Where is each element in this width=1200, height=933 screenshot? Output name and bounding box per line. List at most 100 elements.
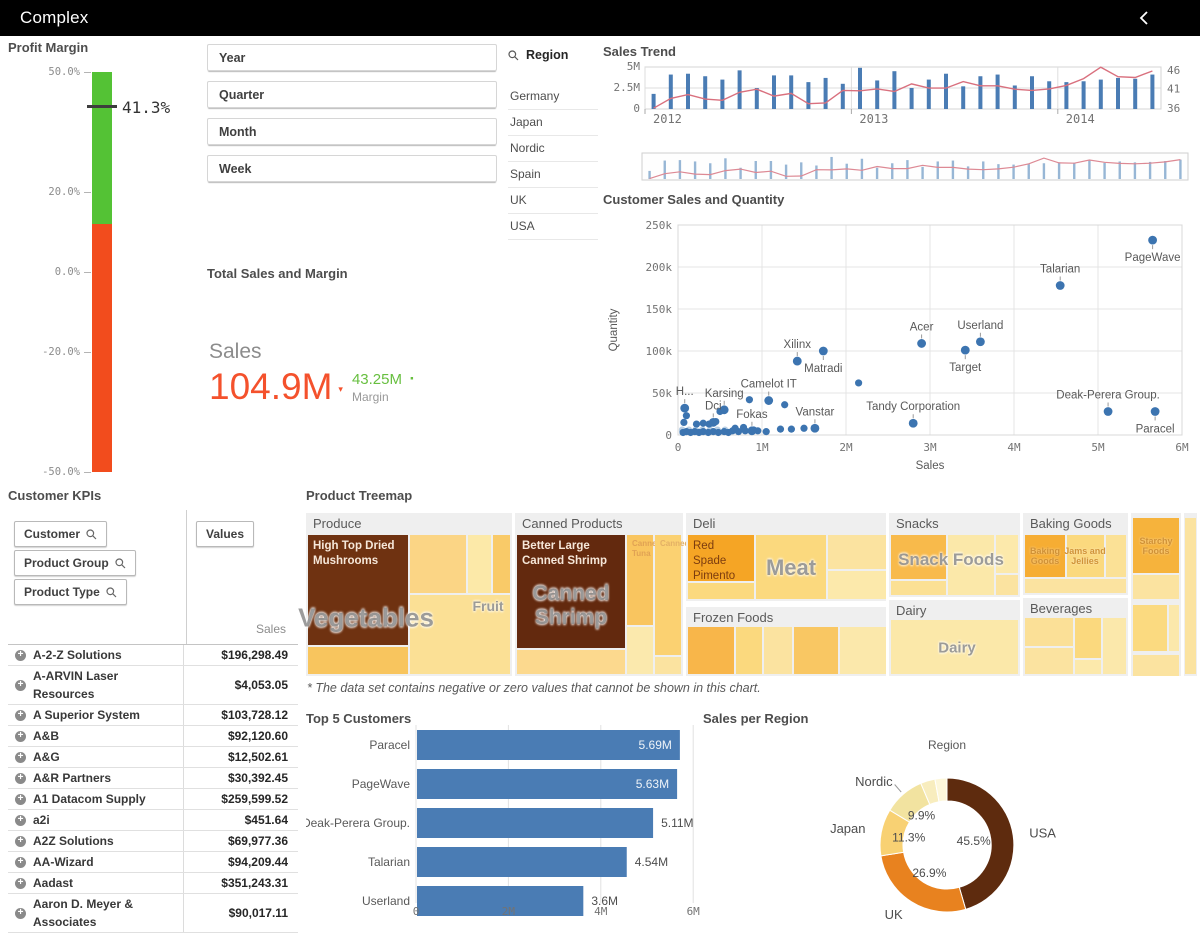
table-row[interactable]: + Aadast $351,243.31 (8, 873, 298, 894)
scatter-dot-labeled[interactable] (1148, 235, 1157, 245)
treemap-cell[interactable] (1103, 618, 1126, 674)
table-row[interactable]: + A-2-Z Solutions $196,298.49 (8, 645, 298, 666)
donut-slice-USA[interactable] (946, 777, 1015, 910)
treemap-cell[interactable] (688, 583, 754, 599)
scatter-dot-labeled[interactable] (680, 403, 690, 413)
trend-bar[interactable] (1047, 81, 1052, 109)
region-item-usa[interactable]: USA (508, 214, 598, 240)
treemap-cell[interactable] (736, 627, 762, 674)
treemap-cell[interactable] (840, 627, 886, 674)
trend-bar[interactable] (703, 76, 708, 109)
trend-bar[interactable] (1012, 85, 1017, 109)
treemap-cell[interactable] (1067, 535, 1104, 577)
trend-bar[interactable] (909, 88, 914, 109)
scatter-dot-labeled[interactable] (908, 418, 918, 428)
pivot-dim-customer-button[interactable]: Customer (14, 521, 108, 547)
scatter-dot[interactable] (781, 401, 789, 409)
trend-bar[interactable] (1081, 81, 1086, 109)
trend-line[interactable] (653, 66, 1153, 109)
trend-bar[interactable] (772, 75, 776, 109)
trend-bar[interactable] (1030, 76, 1034, 109)
scatter-dot-labeled[interactable] (1150, 407, 1160, 416)
scatter-dot[interactable] (776, 425, 785, 433)
table-row[interactable]: + A-ARVIN Laser Resources $4,053.05 (8, 666, 298, 705)
trend-bar[interactable] (875, 80, 880, 109)
table-row[interactable]: + A2Z Solutions $69,977.36 (8, 831, 298, 852)
table-row[interactable]: + A1 Datacom Supply $259,599.52 (8, 789, 298, 810)
scatter-dot[interactable] (800, 424, 808, 432)
scatter-dot-labeled[interactable] (719, 405, 729, 415)
scatter-dot[interactable] (720, 428, 728, 436)
treemap-cell[interactable] (1133, 575, 1179, 599)
scatter-dot[interactable] (762, 428, 770, 436)
region-item-japan[interactable]: Japan (508, 110, 598, 136)
pivot-dim-product-group-button[interactable]: Product Group (14, 550, 136, 576)
top5-bar[interactable] (417, 886, 584, 916)
expand-plus-icon[interactable]: + (15, 877, 26, 889)
treemap-cell[interactable] (517, 650, 625, 674)
trend-bar[interactable] (1150, 74, 1155, 109)
scatter-dot[interactable] (699, 419, 707, 427)
treemap-cell[interactable] (996, 535, 1018, 573)
scatter-dot-labeled[interactable] (1103, 407, 1113, 416)
table-row[interactable]: + A&B $92,120.60 (8, 726, 298, 747)
expand-plus-icon[interactable]: + (15, 907, 26, 919)
trend-bar[interactable] (651, 93, 656, 109)
scatter-dot-labeled[interactable] (792, 356, 802, 366)
filter-week[interactable]: Week (207, 155, 497, 182)
table-row[interactable]: + A Superior System $103,728.12 (8, 705, 298, 726)
gauge-value-marker[interactable] (87, 105, 117, 109)
treemap-cell[interactable] (688, 627, 734, 674)
trend-bar[interactable] (978, 76, 983, 109)
table-row[interactable]: + A&G $12,502.61 (8, 747, 298, 768)
region-item-nordic[interactable]: Nordic (508, 136, 598, 162)
top5-bar[interactable] (417, 808, 654, 838)
treemap-cell[interactable] (764, 627, 792, 674)
expand-plus-icon[interactable]: + (15, 814, 26, 826)
region-item-uk[interactable]: UK (508, 188, 598, 214)
region-item-germany[interactable]: Germany (508, 84, 598, 110)
expand-plus-icon[interactable]: + (15, 649, 26, 661)
scatter-dot[interactable] (692, 420, 701, 428)
treemap-cell[interactable] (828, 571, 886, 599)
scatter-dot-labeled[interactable] (1055, 281, 1065, 290)
pivot-values-button[interactable]: Values (196, 521, 255, 547)
trend-bar[interactable] (789, 75, 794, 109)
treemap-cell[interactable] (1075, 660, 1101, 674)
scatter-dot[interactable] (731, 424, 739, 432)
scatter-dot[interactable] (682, 412, 690, 420)
treemap-cell[interactable] (627, 627, 653, 674)
treemap-cell[interactable] (468, 535, 491, 593)
treemap-cell[interactable] (493, 535, 510, 593)
trend-bar[interactable] (840, 83, 845, 109)
table-row[interactable]: + A&R Partners $30,392.45 (8, 768, 298, 789)
expand-plus-icon[interactable]: + (15, 793, 26, 805)
trend-bar[interactable] (1116, 77, 1120, 109)
trend-bar[interactable] (806, 82, 811, 109)
treemap-cell[interactable] (1169, 605, 1179, 651)
scatter-dot[interactable] (679, 428, 687, 437)
treemap-cell[interactable]: Canned Tuna (627, 535, 661, 625)
expand-plus-icon[interactable]: + (15, 772, 26, 784)
treemap-cell[interactable] (1075, 618, 1101, 658)
scatter-dot[interactable] (855, 379, 863, 387)
scatter-dot-labeled[interactable] (960, 345, 970, 355)
expand-plus-icon[interactable]: + (15, 856, 26, 868)
trend-bar[interactable] (995, 74, 1000, 109)
trend-bar[interactable] (720, 79, 725, 109)
treemap-cell[interactable] (794, 627, 838, 674)
pivot-dim-product-type-button[interactable]: Product Type (14, 579, 127, 605)
sales-column-header[interactable]: Sales (255, 622, 286, 636)
treemap-cell[interactable] (1185, 518, 1196, 674)
trend-bar[interactable] (1064, 82, 1069, 109)
top5-bar[interactable] (417, 730, 680, 760)
treemap-cell[interactable] (996, 575, 1018, 595)
trend-bar[interactable] (858, 67, 862, 109)
scatter-dot-labeled[interactable] (976, 337, 985, 347)
trend-bar[interactable] (823, 77, 828, 109)
trend-bar[interactable] (1133, 78, 1138, 109)
scatter-dot-labeled[interactable] (747, 426, 757, 436)
trend-bar[interactable] (754, 88, 759, 109)
expand-plus-icon[interactable]: + (15, 730, 26, 742)
expand-plus-icon[interactable]: + (15, 679, 26, 691)
